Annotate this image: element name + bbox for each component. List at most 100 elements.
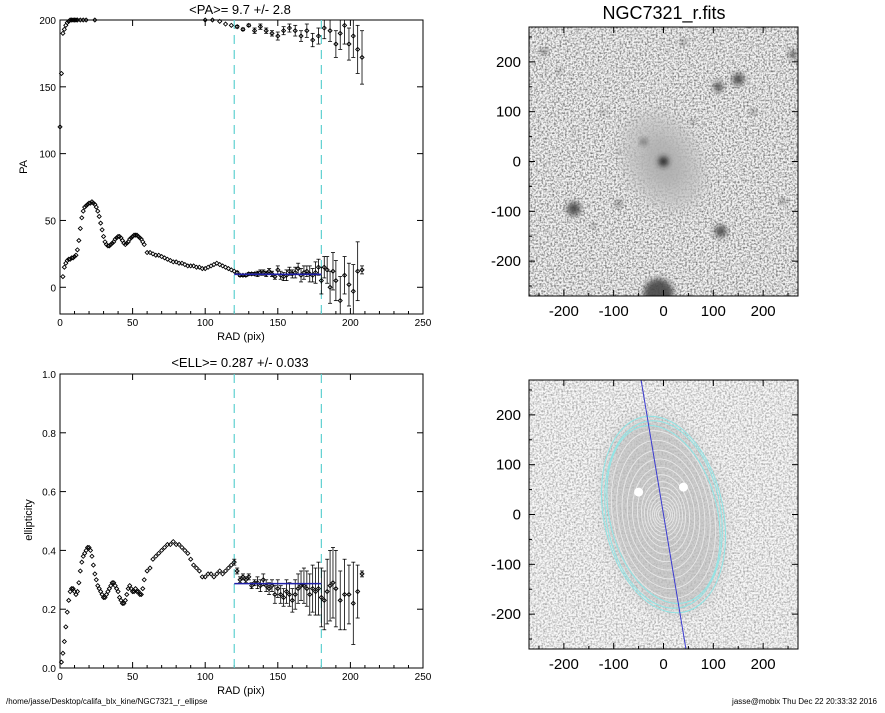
data-point	[111, 580, 117, 586]
y-tick-label: 1.0	[42, 370, 56, 381]
data-point	[289, 597, 295, 604]
pa-marks: 0 50 100 150 200 250 0 50 100 150 200	[39, 16, 431, 329]
data-point	[318, 277, 324, 284]
data-point	[74, 247, 81, 253]
data-point	[147, 565, 153, 571]
pa-plot-xlabel: RAD (pix)	[217, 331, 265, 343]
data-point	[185, 550, 191, 556]
ell-plot: <ELL>= 0.287 +/- 0.033 ellipticity RAD (…	[23, 355, 432, 697]
data-point	[318, 594, 324, 601]
data-point	[90, 562, 97, 568]
data-point	[275, 267, 281, 273]
data-point	[61, 264, 67, 270]
isophote-contour	[636, 474, 691, 555]
data-point	[182, 547, 188, 554]
data-point	[225, 565, 232, 571]
isophote-contour	[641, 481, 686, 548]
data-point	[80, 17, 86, 23]
data-point	[185, 263, 191, 269]
data-point	[266, 585, 272, 592]
x-tick-label: -200	[549, 303, 579, 320]
data-point	[219, 571, 226, 577]
x-tick-label: 100	[701, 656, 726, 673]
ell-plot-frame	[59, 373, 424, 669]
data-point	[315, 33, 322, 39]
data-point	[295, 585, 301, 592]
data-point	[167, 541, 173, 548]
data-point	[208, 571, 214, 577]
x-tick-label: 250	[415, 672, 432, 683]
data-point	[66, 597, 72, 604]
data-point	[222, 568, 229, 574]
data-point	[98, 220, 104, 226]
data-point	[346, 591, 352, 598]
footer-user-date: jasse@mobix Thu Dec 22 20:33:32 2016	[732, 697, 877, 706]
contour-image-axes: -200 -100 0 100 200 -200 -100 0 100 200	[491, 380, 798, 673]
data-point	[205, 571, 211, 577]
data-point	[58, 70, 65, 77]
data-point	[161, 544, 168, 551]
data-point	[341, 22, 348, 28]
data-point	[176, 541, 182, 548]
data-point	[111, 239, 117, 245]
data-point	[337, 597, 343, 604]
data-point	[272, 273, 278, 280]
data-point	[337, 30, 343, 36]
data-point	[57, 124, 63, 130]
data-point	[337, 297, 343, 304]
data-point	[246, 22, 252, 28]
position-angle-line	[640, 380, 687, 649]
data-point	[122, 597, 128, 604]
data-point	[92, 571, 98, 577]
data-point	[73, 252, 79, 258]
data-point	[286, 268, 293, 274]
data-point	[307, 591, 313, 598]
data-point	[173, 541, 179, 548]
data-point	[355, 46, 361, 53]
data-point	[179, 544, 185, 551]
star-source	[643, 278, 674, 296]
y-tick-label: 200	[496, 54, 521, 71]
data-point	[60, 273, 66, 280]
data-point	[144, 249, 150, 256]
y-tick-label: 0.8	[42, 429, 56, 440]
data-point	[118, 235, 124, 241]
data-point	[141, 241, 147, 248]
star-source	[566, 201, 581, 216]
data-point	[333, 585, 339, 592]
x-tick-label: 0	[57, 672, 63, 683]
data-point	[327, 583, 333, 589]
data-point	[228, 22, 234, 28]
y-tick-label: -100	[491, 203, 521, 220]
data-point	[76, 237, 82, 244]
x-tick-label: 150	[269, 672, 286, 683]
data-point	[138, 236, 144, 242]
data-point	[89, 553, 95, 559]
isophote-contour	[600, 415, 727, 614]
data-point	[58, 659, 65, 665]
data-point	[71, 17, 78, 23]
pa-plot: <PA>= 9.7 +/- 2.8 PA RAD (pix) 0 50 100 150…	[18, 2, 432, 343]
star-source	[617, 150, 621, 154]
x-tick-label: 100	[701, 303, 726, 320]
masked-star	[678, 482, 688, 492]
data-point	[350, 33, 356, 39]
y-tick-label: 0	[513, 154, 521, 171]
star-source	[732, 73, 745, 86]
data-point	[193, 264, 200, 270]
data-point	[80, 208, 86, 214]
y-tick-label: 150	[39, 83, 56, 94]
data-point	[246, 574, 252, 580]
data-point	[333, 277, 339, 284]
y-tick-label: -200	[491, 253, 521, 270]
data-point	[125, 585, 131, 592]
data-point	[63, 22, 69, 28]
data-point	[240, 26, 246, 32]
contour-image: -200 -100 0 100 200 -200 -100 0 100 200	[491, 379, 799, 673]
data-point	[312, 588, 319, 595]
data-point	[98, 588, 104, 595]
data-point	[100, 594, 107, 601]
data-point	[116, 594, 123, 601]
data-point	[119, 237, 126, 244]
y-tick-label: 0	[50, 283, 56, 294]
